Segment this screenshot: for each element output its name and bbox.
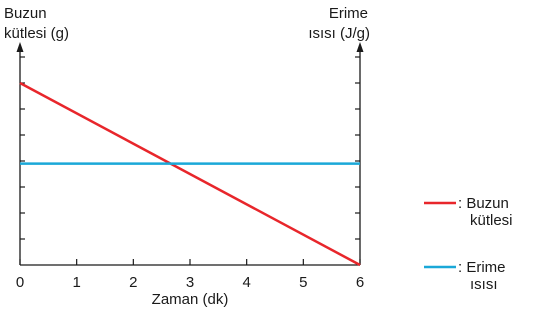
x-tick-label: 6: [356, 274, 364, 291]
x-tick-label: 4: [242, 274, 250, 291]
legend-label-buzun-kutlesi-line2: kütlesi: [470, 212, 513, 229]
left-axis-label-line2: kütlesi (g): [4, 25, 69, 42]
left-axis-label-line1: Buzun: [4, 5, 47, 22]
x-axis-label: Zaman (dk): [152, 291, 229, 308]
x-tick-label: 2: [129, 274, 137, 291]
legend-label-erime-isisi-line1: : Erime: [458, 259, 506, 276]
x-tick-label: 3: [186, 274, 194, 291]
x-tick-label: 1: [72, 274, 80, 291]
legend-label-erime-isisi-line2: ısısı: [470, 276, 498, 293]
x-tick-label: 5: [299, 274, 307, 291]
left-y-axis-arrow: [16, 42, 24, 52]
right-y-axis-arrow: [356, 42, 364, 52]
series-line-buzun-kutlesi: [19, 81, 361, 267]
right-axis-label-line1: Erime: [329, 5, 368, 22]
legend-label-buzun-kutlesi-line1: : Buzun: [458, 195, 509, 212]
right-axis-label-line2: ısısı (J/g): [308, 25, 370, 42]
x-tick-label: 0: [16, 274, 24, 291]
